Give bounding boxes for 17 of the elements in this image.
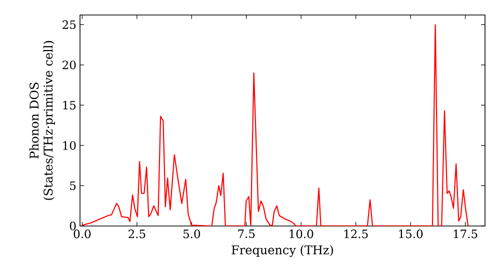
x-tick-label: 17.5 [454, 230, 478, 238]
x-tick-label: 12.5 [344, 230, 368, 238]
x-axis-title: Frequency (THz) [232, 245, 333, 257]
y-tick-label: 5 [70, 181, 76, 190]
line-series [82, 24, 469, 226]
y-tick-label: 20 [62, 60, 76, 70]
x-tick-label: 2.5 [128, 230, 146, 238]
x-tick-label: 5.0 [183, 230, 200, 238]
y-axis-title: Phonon DOS (States/THz·primitive cell) [29, 41, 55, 200]
y-tick-label: 0 [70, 222, 76, 230]
x-tick-label: 15.0 [399, 230, 423, 238]
y-tick-label: 25 [62, 20, 76, 29]
y-tick-label: 10 [63, 141, 76, 150]
x-tick-label: 10.0 [290, 230, 314, 238]
y-tick-label: 15 [63, 100, 76, 110]
x-tick-label: 7.5 [238, 230, 255, 238]
x-tick-label: 0.0 [74, 230, 91, 238]
